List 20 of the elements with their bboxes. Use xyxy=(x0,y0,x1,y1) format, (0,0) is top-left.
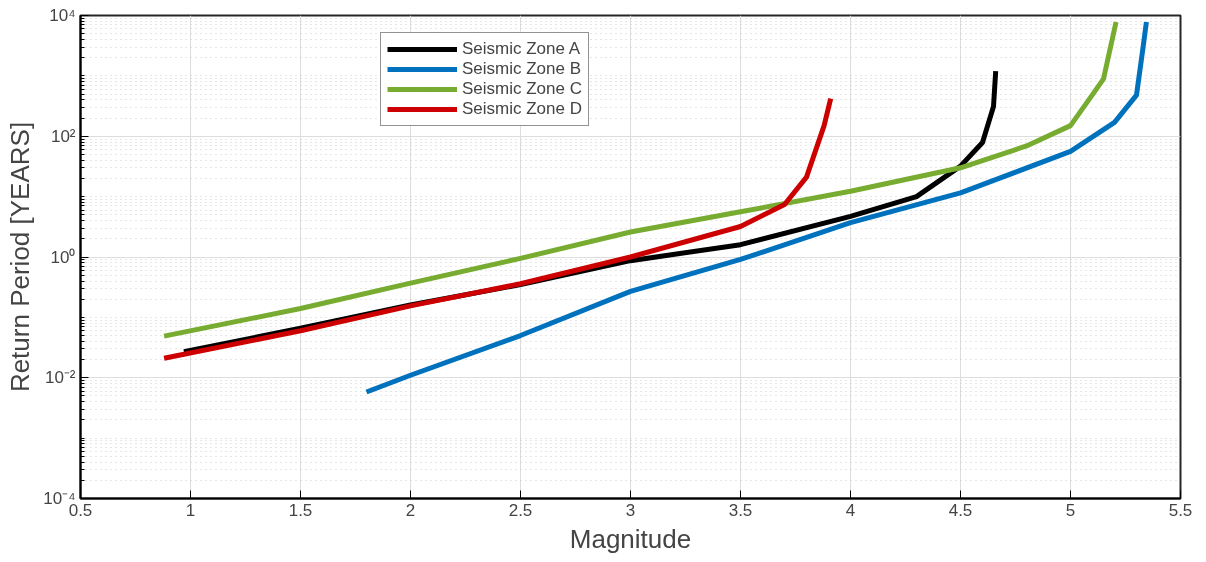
legend-label: Seismic Zone D xyxy=(462,99,582,119)
x-tick-label: 3 xyxy=(625,500,636,520)
x-tick-label: 2.5 xyxy=(508,500,533,520)
legend-label: Seismic Zone B xyxy=(462,59,582,79)
y-axis-title: Return Period [YEARS] xyxy=(5,121,36,393)
y-tick-label: 10² xyxy=(50,126,76,146)
x-tick-label: 5 xyxy=(1065,500,1076,520)
x-tick-label: 1.5 xyxy=(288,500,313,520)
y-tick-label: 10⁻² xyxy=(44,368,76,388)
x-tick-label: 2 xyxy=(405,500,416,520)
legend-label: Seismic Zone C xyxy=(462,79,582,99)
y-tick-label: 10⁰ xyxy=(50,247,76,267)
legend-label: Seismic Zone A xyxy=(462,39,581,59)
y-tick-label: 10⁴ xyxy=(49,6,76,25)
x-tick-label: 5.5 xyxy=(1168,500,1193,520)
x-axis-title: Magnitude xyxy=(569,523,692,554)
x-tick-label: 3.5 xyxy=(728,500,753,520)
x-tick-label: 1 xyxy=(185,500,196,520)
x-tick-label: 4.5 xyxy=(948,500,973,520)
x-tick-label: 4 xyxy=(845,500,856,520)
